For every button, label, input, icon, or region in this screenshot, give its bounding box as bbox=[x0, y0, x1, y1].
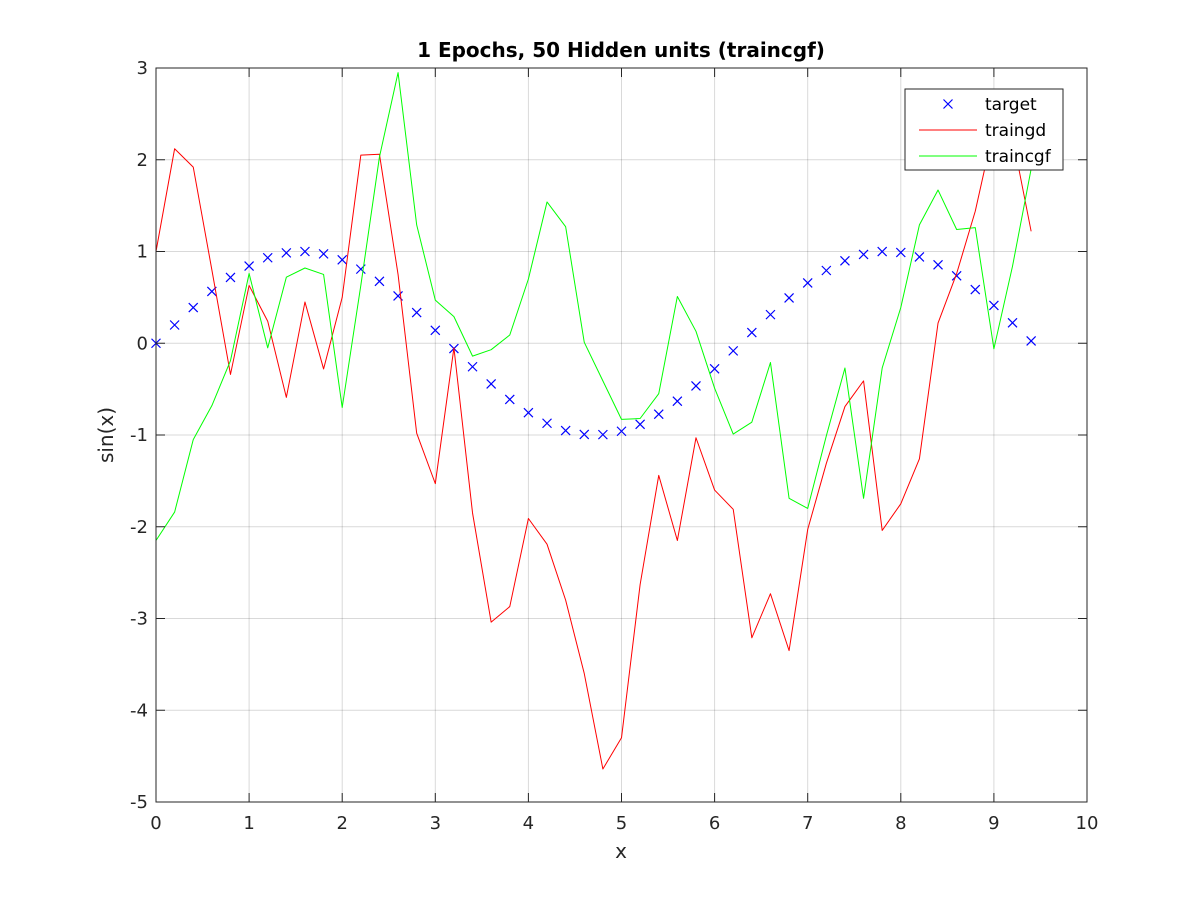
y-tick-label: 3 bbox=[137, 58, 148, 79]
data-point-target bbox=[467, 361, 478, 372]
x-tick-label: 10 bbox=[1076, 813, 1099, 834]
data-point-target bbox=[486, 378, 497, 389]
data-point-target bbox=[709, 363, 720, 374]
data-point-target bbox=[169, 320, 180, 330]
y-tick-label: 1 bbox=[137, 242, 148, 263]
data-point-target bbox=[802, 278, 813, 288]
data-point-target bbox=[933, 259, 943, 270]
data-point-target bbox=[374, 276, 385, 287]
y-tick-label: -4 bbox=[130, 700, 148, 721]
data-point-target bbox=[262, 252, 273, 263]
data-point-target bbox=[672, 396, 683, 407]
x-tick-label: 7 bbox=[802, 813, 813, 834]
x-tick-label: 5 bbox=[616, 813, 627, 834]
data-point-target bbox=[579, 429, 590, 440]
data-point-target bbox=[318, 248, 329, 259]
legend-label-traingd: traingd bbox=[985, 121, 1046, 141]
data-point-target bbox=[1026, 336, 1037, 346]
y-tick-label: -2 bbox=[130, 517, 148, 538]
x-tick-label: 2 bbox=[336, 813, 347, 834]
data-point-target bbox=[523, 407, 534, 418]
data-point-target bbox=[895, 247, 906, 258]
x-tick-label: 6 bbox=[709, 813, 720, 834]
data-point-target bbox=[746, 327, 757, 338]
data-point-target bbox=[542, 418, 552, 429]
data-point-target bbox=[951, 270, 962, 281]
x-tick-label: 8 bbox=[895, 813, 906, 834]
x-axis-label: x bbox=[615, 839, 627, 863]
x-tick-label: 0 bbox=[150, 813, 161, 834]
legend-label-target: target bbox=[985, 95, 1037, 115]
data-point-target bbox=[784, 293, 795, 303]
legend-label-traincgf: traincgf bbox=[985, 147, 1052, 167]
x-tick-label: 3 bbox=[430, 813, 441, 834]
y-tick-label: 0 bbox=[137, 333, 148, 354]
data-point-target bbox=[560, 425, 571, 436]
data-point-target bbox=[821, 265, 832, 276]
data-point-target bbox=[1007, 317, 1018, 328]
data-point-target bbox=[300, 246, 310, 257]
legend-swatch-target bbox=[943, 99, 953, 109]
y-tick-label: 2 bbox=[137, 150, 148, 171]
data-point-target bbox=[914, 251, 925, 262]
data-point-target bbox=[430, 325, 441, 336]
data-point-target bbox=[691, 380, 701, 391]
y-tick-label: -5 bbox=[130, 792, 148, 813]
data-point-target bbox=[988, 300, 999, 311]
chart-title: 1 Epochs, 50 Hidden units (traincgf) bbox=[417, 38, 825, 62]
data-point-target bbox=[840, 255, 850, 266]
x-tick-label: 9 bbox=[988, 813, 999, 834]
data-point-target bbox=[504, 394, 515, 405]
y-axis-label: sin(x) bbox=[94, 407, 118, 463]
data-point-target bbox=[653, 409, 664, 420]
axis-ticks: 0 1 2 3 4 5 6 7 8 9 10 -5 -4 -3 -2 -1 0 1 2 3 bbox=[130, 58, 1098, 834]
data-point-target bbox=[728, 345, 739, 356]
series-line-traincgf bbox=[155, 72, 1032, 541]
data-point-target bbox=[411, 307, 422, 318]
x-tick-label: 4 bbox=[523, 813, 534, 834]
data-point-target bbox=[858, 249, 869, 260]
plot-area bbox=[151, 72, 1037, 770]
data-point-target bbox=[188, 302, 199, 313]
data-point-target bbox=[970, 284, 981, 295]
data-point-target bbox=[765, 309, 776, 320]
y-tick-label: -1 bbox=[130, 425, 148, 446]
legend: target traingd traincgf bbox=[904, 88, 1064, 171]
data-point-target bbox=[635, 419, 646, 430]
data-point-target bbox=[281, 247, 292, 258]
data-point-target bbox=[597, 429, 608, 440]
data-point-target bbox=[616, 426, 627, 437]
data-point-target bbox=[877, 246, 888, 257]
data-point-target bbox=[337, 254, 348, 265]
series-line-traingd bbox=[155, 127, 1032, 770]
x-tick-label: 1 bbox=[243, 813, 254, 834]
y-tick-label: -3 bbox=[130, 609, 148, 630]
data-point-target bbox=[244, 261, 255, 272]
data-point-target bbox=[225, 272, 236, 283]
